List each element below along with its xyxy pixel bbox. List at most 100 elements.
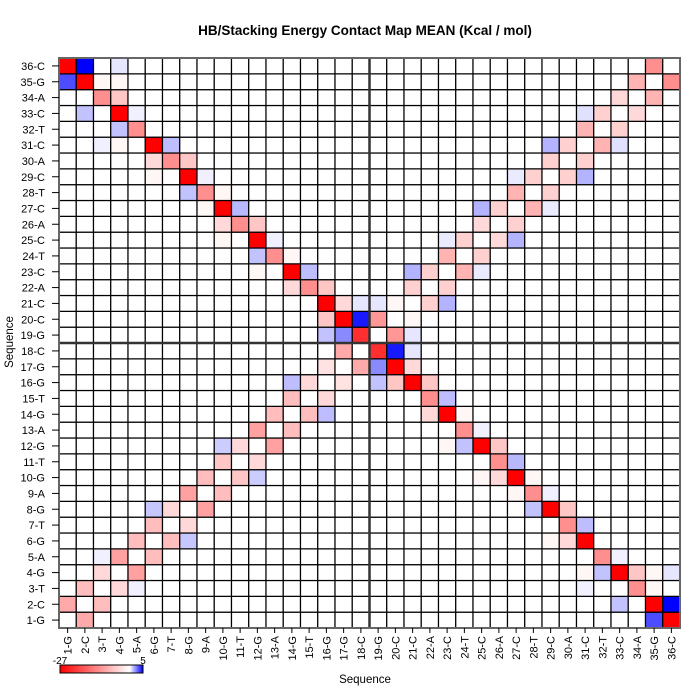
heatmap-cell	[299, 421, 319, 439]
heatmap-cell	[489, 358, 509, 376]
heatmap-cell	[127, 57, 146, 75]
heatmap-cell	[299, 532, 319, 550]
heatmap-cell	[92, 136, 112, 154]
heatmap-cell	[161, 263, 181, 281]
y-tick-label: 35-G	[21, 77, 45, 89]
heatmap-cell	[282, 500, 302, 518]
heatmap-cell	[506, 104, 526, 122]
heatmap-cell	[351, 500, 371, 518]
heatmap-cell	[455, 548, 474, 566]
heatmap-cell	[179, 89, 198, 107]
heatmap-cell	[299, 199, 319, 217]
heatmap-cell	[644, 469, 664, 487]
heatmap-cell	[299, 247, 319, 265]
heatmap-cell	[558, 532, 578, 550]
heatmap-cell	[610, 548, 629, 566]
y-tick-label: 11-T	[23, 457, 45, 469]
heatmap-cell	[610, 89, 629, 107]
heatmap-cell	[213, 199, 233, 217]
heatmap-cell	[230, 342, 250, 360]
heatmap-cell	[644, 532, 664, 550]
x-tick-label: 13-A	[270, 635, 282, 659]
heatmap-cell	[368, 104, 388, 122]
heatmap-cell	[386, 611, 405, 629]
heatmap-cell	[110, 184, 129, 202]
heatmap-cell	[644, 389, 664, 407]
heatmap-cell	[334, 611, 353, 629]
heatmap-cell	[299, 326, 319, 344]
heatmap-cell	[506, 595, 526, 613]
y-tick-label: 7-T	[29, 520, 46, 532]
heatmap-cell	[196, 405, 215, 423]
x-tick-label: 26-A	[494, 635, 506, 659]
x-tick-label: 21-C	[408, 636, 420, 660]
y-tick-label: 3-T	[29, 583, 46, 595]
heatmap-cell	[489, 611, 509, 629]
heatmap-cell	[144, 453, 164, 471]
heatmap-cell	[179, 453, 198, 471]
heatmap-cell	[575, 231, 595, 249]
heatmap-cell	[144, 532, 164, 550]
heatmap-cell	[179, 564, 198, 582]
heatmap-cell	[75, 326, 95, 344]
heatmap-cell	[558, 136, 578, 154]
heatmap-cell	[627, 152, 647, 170]
heatmap-cell	[110, 247, 129, 265]
heatmap-cell	[420, 263, 440, 281]
heatmap-cell	[265, 120, 284, 138]
heatmap-cell	[92, 389, 112, 407]
heatmap-cell	[110, 342, 129, 360]
heatmap-cell	[627, 231, 647, 249]
heatmap-cell	[558, 310, 578, 328]
heatmap-cell	[282, 326, 302, 344]
heatmap-cell	[58, 215, 77, 233]
heatmap-cell	[644, 247, 664, 265]
heatmap-cell	[75, 73, 95, 91]
heatmap-cell	[213, 532, 233, 550]
heatmap-cell	[334, 595, 353, 613]
heatmap-cell	[265, 263, 284, 281]
heatmap-cell	[282, 89, 302, 107]
heatmap-cell	[351, 279, 371, 297]
heatmap-cell	[368, 405, 388, 423]
y-tick-label: 33-C	[21, 108, 45, 120]
heatmap-cell	[75, 89, 95, 107]
heatmap-cell	[506, 611, 526, 629]
x-tick-label: 10-G	[218, 636, 230, 660]
x-tick-label: 33-C	[615, 636, 627, 660]
heatmap-cell	[610, 73, 629, 91]
x-tick-label: 9-A	[201, 635, 213, 653]
heatmap-cell	[179, 516, 198, 534]
heatmap-cell	[230, 500, 250, 518]
heatmap-cell	[575, 57, 595, 75]
heatmap-cell	[248, 136, 267, 154]
heatmap-cell	[644, 342, 664, 360]
heatmap-cell	[455, 564, 474, 582]
heatmap-cell	[196, 247, 215, 265]
heatmap-cell	[558, 548, 578, 566]
heatmap-cell	[575, 136, 595, 154]
heatmap-cell	[420, 57, 440, 75]
heatmap-cell	[489, 120, 509, 138]
heatmap-cell	[386, 579, 405, 597]
heatmap-cell	[610, 405, 629, 423]
heatmap-cell	[75, 405, 95, 423]
heatmap-cell	[299, 342, 319, 360]
heatmap-cell	[75, 421, 95, 439]
heatmap-cell	[213, 389, 233, 407]
heatmap-cell	[58, 469, 77, 487]
heatmap-cell	[75, 310, 95, 328]
heatmap-cell	[75, 548, 95, 566]
heatmap-cell	[334, 120, 353, 138]
heatmap-cell	[299, 184, 319, 202]
heatmap-cell	[282, 294, 302, 312]
heatmap-cell	[489, 215, 509, 233]
heatmap-cell	[92, 516, 112, 534]
heatmap-cell	[420, 120, 440, 138]
heatmap-cell	[230, 548, 250, 566]
heatmap-cell	[144, 342, 164, 360]
heatmap-cell	[420, 326, 440, 344]
heatmap-cell	[92, 453, 112, 471]
heatmap-cell	[627, 326, 647, 344]
heatmap-cell	[403, 595, 422, 613]
